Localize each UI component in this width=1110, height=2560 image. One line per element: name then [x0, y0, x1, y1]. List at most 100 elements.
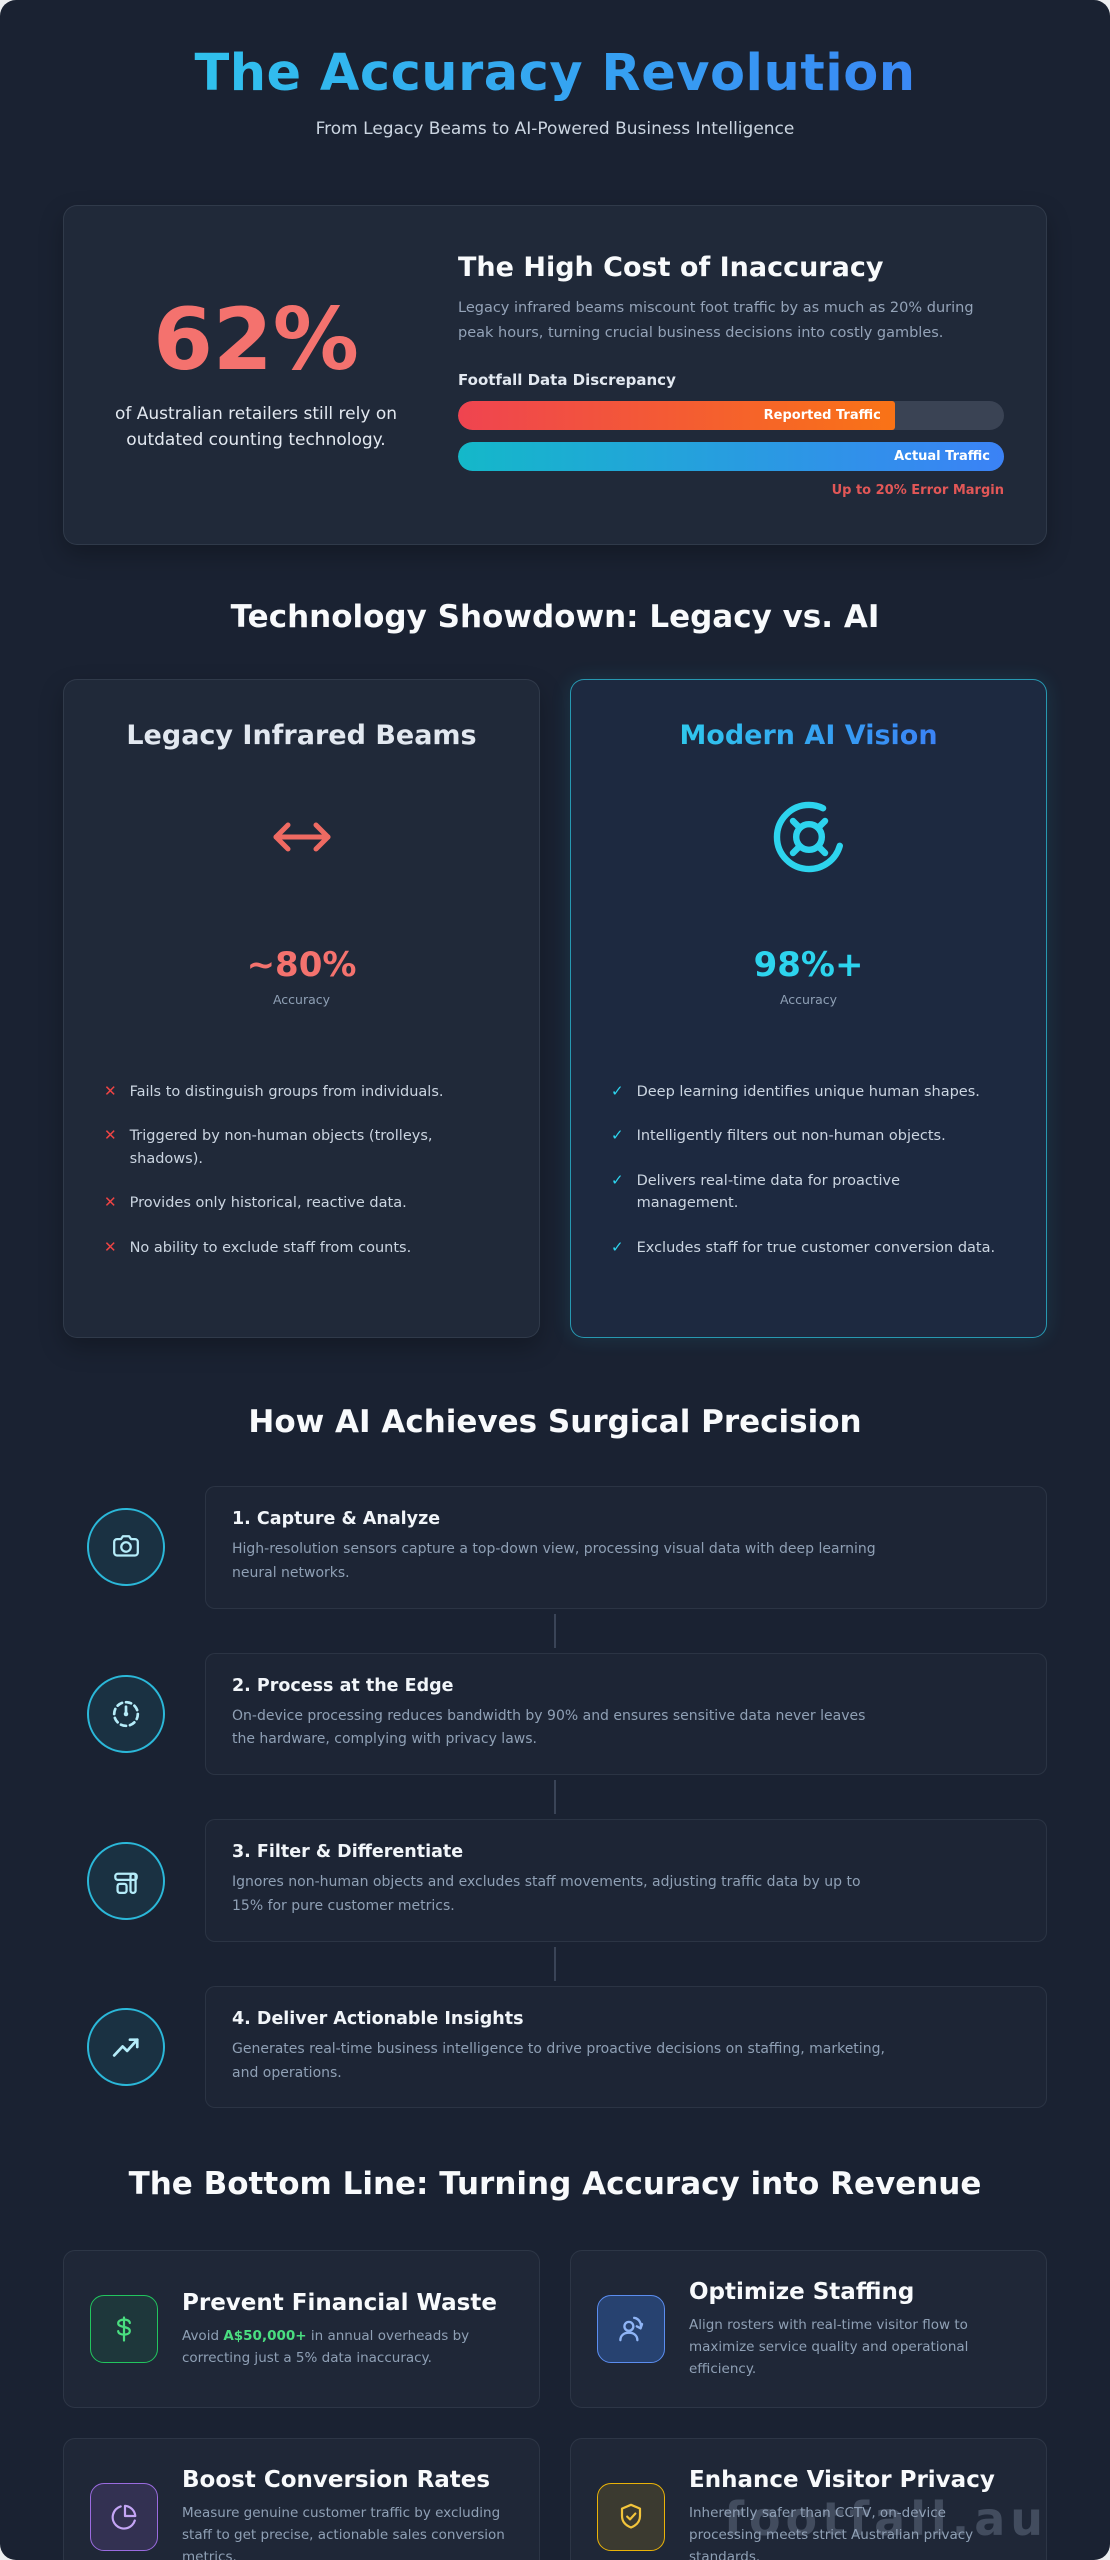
stat-value: 62% [153, 289, 359, 390]
pie-chart-icon [90, 2483, 158, 2552]
page-title: The Accuracy Revolution [63, 0, 1047, 103]
ai-benefit-list: ✓ Deep learning identifies unique human s… [607, 1081, 1010, 1281]
benefit-body-text: in annual overheads by correcting just a… [182, 2327, 470, 2366]
benefit-content: Boost Conversion Rates Measure genuine c… [182, 2467, 513, 2560]
high-cost-card: 62% of Australian retailers still rely o… [63, 205, 1047, 545]
x-mark-icon: ✕ [104, 1237, 117, 1256]
step-card-1: 1. Capture & Analyze High-resolution sen… [205, 1486, 1047, 1609]
benefit-body: Avoid A$50,000+ in annual overheads by c… [182, 2325, 513, 2370]
step-card-2: 2. Process at the Edge On-device process… [205, 1652, 1047, 1776]
list-item-text: No ability to exclude staff from counts. [129, 1239, 412, 1256]
step-card-3: 3. Filter & Differentiate Ignores non-hu… [205, 1819, 1047, 1942]
x-mark-icon: ✕ [104, 1081, 117, 1100]
step-card-4: 4. Deliver Actionable Insights Generates… [205, 1985, 1047, 2109]
bottom-line-heading: The Bottom Line: Turning Accuracy into R… [128, 2166, 982, 2203]
check-mark-icon: ✓ [611, 1081, 624, 1100]
bar-reported-label: Reported Traffic [763, 407, 881, 423]
x-mark-icon: ✕ [104, 1193, 117, 1212]
high-cost-body: Legacy infrared beams miscount foot traf… [458, 300, 974, 342]
legacy-accuracy-value: ~80% [246, 944, 357, 985]
benefit-title: Prevent Financial Waste [182, 2289, 497, 2316]
list-item: ✓ Delivers real-time data for proactive m… [611, 1170, 1006, 1215]
step-connector [554, 1946, 556, 1981]
benefit-body: Inherently safer than CCTV, on-device pr… [689, 2504, 974, 2560]
ai-vision-card: Modern AI Vision 98%+ Accuracy ✓ Deep lea… [570, 678, 1047, 1339]
ai-accuracy-value: 98%+ [753, 944, 864, 985]
step-connector [554, 1780, 556, 1815]
benefit-card-financial: Prevent Financial Waste Avoid A$50,000+ … [63, 2250, 540, 2409]
benefit-title: Boost Conversion Rates [182, 2466, 491, 2493]
list-item: ✓ Deep learning identifies unique human s… [611, 1081, 1006, 1103]
list-item-text: Delivers real-time data for proactive ma… [636, 1172, 901, 1212]
bar-track-actual: Actual Traffic [458, 441, 1004, 471]
trend-up-icon [87, 2008, 165, 2087]
list-item: ✓ Intelligently filters out non-human obj… [611, 1125, 1006, 1147]
step-row-4: 4. Deliver Actionable Insights Generates… [63, 1985, 1047, 2109]
bar-track-reported: Reported Traffic [458, 400, 1004, 430]
benefit-body: Measure genuine customer traffic by excl… [182, 2504, 505, 2560]
legacy-drawback-list: ✕ Fails to distinguish groups from indivi… [100, 1081, 503, 1281]
list-item-text: Triggered by non-human objects (trolleys… [129, 1128, 433, 1167]
step-connector [554, 1613, 556, 1648]
benefit-body: Align rosters with real-time visitor flo… [689, 2316, 969, 2378]
step-row-1: 1. Capture & Analyze High-resolution sen… [63, 1486, 1047, 1609]
list-item: ✕ Triggered by non-human objects (trolley… [104, 1125, 499, 1170]
list-item-text: Provides only historical, reactive data. [129, 1195, 407, 1212]
stat-caption: of Australian retailers still rely on ou… [114, 403, 397, 450]
step-body: Ignores non-human objects and excludes s… [232, 1874, 861, 1915]
shield-check-icon [597, 2483, 665, 2552]
step-title: 1. Capture & Analyze [232, 1509, 441, 1530]
filter-columns-icon [87, 1841, 165, 1920]
list-item: ✕ No ability to exclude staff from counts… [104, 1237, 499, 1259]
x-mark-icon: ✕ [104, 1126, 117, 1145]
benefit-content: Optimize Staffing Align rosters with rea… [689, 2279, 1020, 2381]
legacy-card: Legacy Infrared Beams ~80% Accuracy ✕ Fai… [63, 678, 540, 1339]
watermark: footfall.au [723, 2492, 1048, 2546]
benefit-card-privacy: Enhance Visitor Privacy Inherently safer… [570, 2438, 1047, 2560]
step-title: 2. Process at the Edge [232, 1675, 454, 1696]
list-item: ✕ Provides only historical, reactive data… [104, 1192, 499, 1214]
ai-accuracy-label: Accuracy [779, 991, 838, 1007]
step-title: 3. Filter & Differentiate [232, 1842, 464, 1863]
benefit-grid: Prevent Financial Waste Avoid A$50,000+ … [63, 2250, 1047, 2560]
benefit-body-text: Avoid [182, 2327, 224, 2344]
stat-block: 62% of Australian retailers still rely o… [106, 297, 406, 454]
gauge-icon [87, 1674, 165, 1753]
high-cost-heading: The High Cost of Inaccuracy [458, 252, 884, 283]
check-mark-icon: ✓ [611, 1170, 624, 1189]
step-row-3: 3. Filter & Differentiate Ignores non-hu… [63, 1819, 1047, 1942]
step-row-2: 2. Process at the Edge On-device process… [63, 1652, 1047, 1776]
check-mark-icon: ✓ [611, 1126, 624, 1145]
staff-schedule-icon [597, 2295, 665, 2364]
arrow-left-right-icon [266, 795, 338, 879]
camera-icon [87, 1508, 165, 1587]
ai-scan-icon [768, 795, 850, 879]
benefit-card-conversion: Boost Conversion Rates Measure genuine c… [63, 2438, 540, 2560]
bar-actual-label: Actual Traffic [894, 448, 990, 464]
list-item-text: Deep learning identifies unique human sh… [636, 1083, 980, 1100]
dollar-sign-icon [90, 2295, 158, 2364]
bar-chart-title: Footfall Data Discrepancy [458, 370, 676, 389]
legacy-accuracy-label: Accuracy [272, 991, 331, 1007]
comparison-grid: Legacy Infrared Beams ~80% Accuracy ✕ Fai… [63, 678, 1047, 1339]
check-mark-icon: ✓ [611, 1237, 624, 1256]
list-item: ✓ Excludes staff for true customer conver… [611, 1237, 1006, 1259]
savings-highlight: A$50,000+ [223, 2327, 307, 2344]
page-subtitle: From Legacy Beams to AI-Powered Business… [315, 119, 795, 139]
benefit-content: Enhance Visitor Privacy Inherently safer… [689, 2467, 1020, 2560]
ai-title: Modern AI Vision [679, 719, 938, 751]
step-body: High-resolution sensors capture a top-do… [232, 1541, 876, 1581]
bar-reported-traffic: Reported Traffic [458, 400, 895, 430]
list-item-text: Intelligently filters out non-human obje… [636, 1128, 946, 1145]
list-item-text: Fails to distinguish groups from individ… [129, 1083, 444, 1100]
high-cost-content: The High Cost of Inaccuracy Legacy infra… [458, 252, 1004, 498]
showdown-heading: Technology Showdown: Legacy vs. AI [230, 598, 880, 635]
precision-heading: How AI Achieves Surgical Precision [248, 1404, 862, 1441]
step-body: Generates real-time business intelligenc… [232, 2040, 885, 2081]
legacy-title: Legacy Infrared Beams [126, 719, 477, 751]
error-margin-note: Up to 20% Error Margin [831, 482, 1004, 498]
benefit-title: Enhance Visitor Privacy [689, 2466, 995, 2493]
list-item: ✕ Fails to distinguish groups from indivi… [104, 1081, 499, 1103]
benefit-title: Optimize Staffing [689, 2278, 915, 2305]
